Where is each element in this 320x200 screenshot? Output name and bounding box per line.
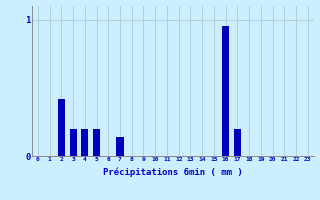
Bar (81, 129, 88, 156)
X-axis label: Précipitations 6min ( mm ): Précipitations 6min ( mm ) (103, 168, 243, 177)
Bar (116, 137, 124, 156)
Bar (69, 129, 76, 156)
Bar (58, 99, 65, 156)
Bar (234, 129, 241, 156)
Bar (222, 26, 229, 156)
Bar (93, 129, 100, 156)
